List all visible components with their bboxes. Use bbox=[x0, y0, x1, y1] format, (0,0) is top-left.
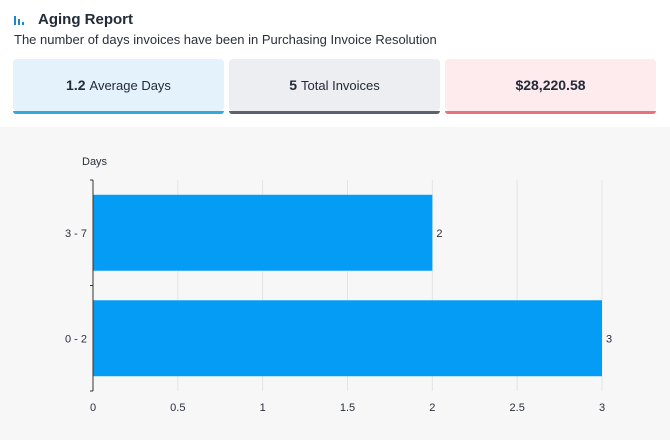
average-days-accent bbox=[13, 111, 224, 114]
report-header: Aging Report bbox=[14, 9, 133, 29]
chart-axes: 0 0.5 1 1.5 2 2.5 3 3 - 7 0 - 2 bbox=[65, 179, 605, 414]
page-title: Aging Report bbox=[38, 10, 133, 28]
x-tick-label: 2 bbox=[429, 402, 435, 414]
bar bbox=[93, 194, 433, 271]
total-amount-card: $28,220.58 bbox=[445, 59, 656, 114]
x-tick-label: 0 bbox=[90, 402, 96, 414]
total-invoices-label: Total Invoices bbox=[301, 77, 380, 93]
total-invoices-card: 5 Total Invoices bbox=[229, 59, 440, 114]
total-invoices-value: 5 bbox=[289, 77, 298, 93]
page-subtitle: The number of days invoices have been in… bbox=[14, 32, 437, 47]
y-tick-label: 0 - 2 bbox=[65, 333, 87, 345]
x-tick-label: 2.5 bbox=[510, 402, 525, 414]
x-tick-label: 1.5 bbox=[340, 402, 355, 414]
aging-bar-chart: 23 0 0.5 1 1.5 2 2.5 33 - 70 - 2 Days bbox=[65, 156, 612, 414]
total-amount-value: $28,220.58 bbox=[515, 77, 586, 93]
average-days-card: 1.2 Average Days bbox=[13, 59, 224, 114]
bar-value-label: 2 bbox=[436, 228, 442, 240]
chart-bars: 23 bbox=[93, 194, 612, 377]
bar bbox=[93, 300, 602, 377]
average-days-value: 1.2 bbox=[66, 77, 86, 93]
average-days-label: Average Days bbox=[89, 77, 171, 93]
bar-value-label: 3 bbox=[606, 333, 612, 345]
bar-chart-icon bbox=[14, 16, 24, 25]
x-tick-label: 0.5 bbox=[170, 402, 185, 414]
y-tick-label: 3 - 7 bbox=[65, 228, 87, 240]
x-tick-label: 3 bbox=[599, 402, 605, 414]
x-tick-label: 1 bbox=[260, 402, 266, 414]
total-amount-accent bbox=[445, 111, 656, 114]
total-invoices-accent bbox=[229, 111, 440, 114]
summary-cards: 1.2 Average Days 5 Total Invoices $28,22… bbox=[13, 59, 656, 114]
y-axis-title: Days bbox=[82, 156, 108, 168]
